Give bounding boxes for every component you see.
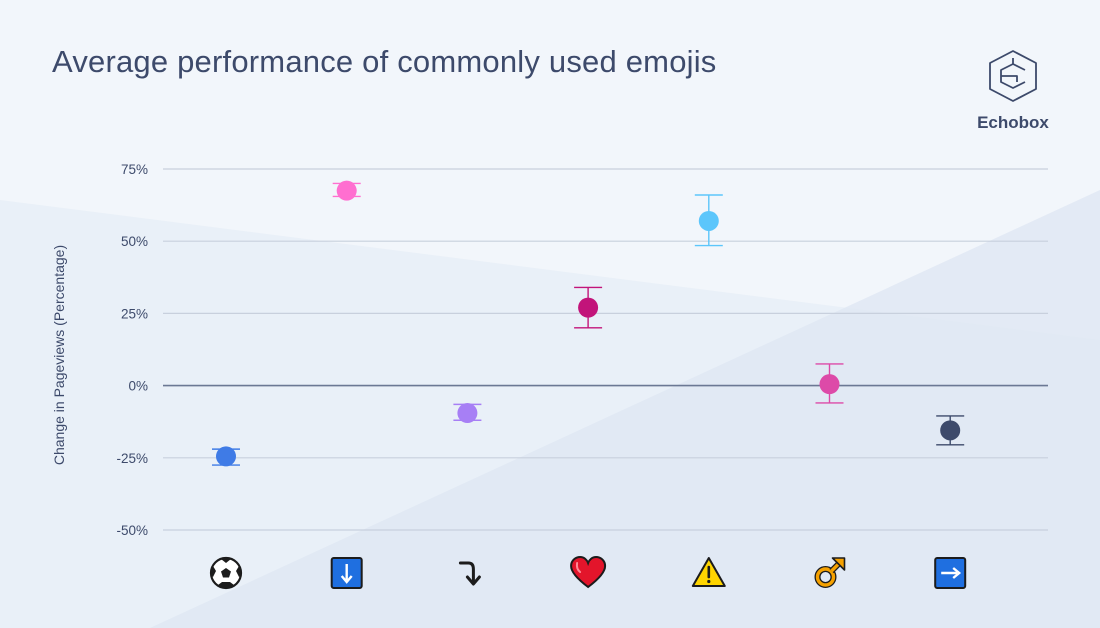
- data-point: [819, 374, 840, 395]
- data-points: [212, 180, 965, 467]
- y-tick-label: -50%: [116, 523, 148, 538]
- y-axis-label: Change in Pageviews (Percentage): [51, 245, 67, 465]
- brand-name: Echobox: [977, 113, 1049, 132]
- data-point-group: [453, 403, 482, 424]
- data-point: [336, 180, 357, 201]
- curved-arrow-down-icon: [458, 561, 481, 586]
- y-tick-label: 25%: [121, 306, 148, 321]
- y-tick-label: -25%: [116, 451, 148, 466]
- x-axis-icons: [209, 555, 967, 590]
- male-sign-icon: [814, 557, 846, 588]
- soccer-ball-icon: [209, 556, 243, 590]
- data-point: [578, 297, 599, 318]
- data-point-group: [936, 415, 965, 446]
- heart-icon: [570, 555, 607, 589]
- data-point-group: [212, 446, 240, 467]
- data-point: [216, 446, 236, 467]
- data-point: [698, 210, 719, 231]
- data-point-group: [574, 286, 603, 329]
- y-axis-ticks: 75% 50% 25% 0% -25% -50%: [116, 162, 148, 538]
- warning-icon: [691, 557, 726, 587]
- right-arrow-box-icon: [934, 557, 967, 589]
- echobox-logo: Echobox: [968, 48, 1058, 133]
- data-point: [940, 420, 961, 441]
- data-point-group: [332, 180, 361, 201]
- y-tick-label: 0%: [128, 379, 148, 394]
- y-tick-label: 75%: [121, 162, 148, 177]
- data-point-group: [815, 363, 844, 404]
- echobox-logo-icon: [989, 50, 1037, 102]
- y-tick-label: 50%: [121, 234, 148, 249]
- down-arrow-box-icon: [330, 557, 363, 589]
- data-point-group: [694, 194, 723, 247]
- page-title: Average performance of commonly used emo…: [52, 44, 717, 79]
- gridlines: [163, 168, 1048, 531]
- data-point: [457, 403, 478, 424]
